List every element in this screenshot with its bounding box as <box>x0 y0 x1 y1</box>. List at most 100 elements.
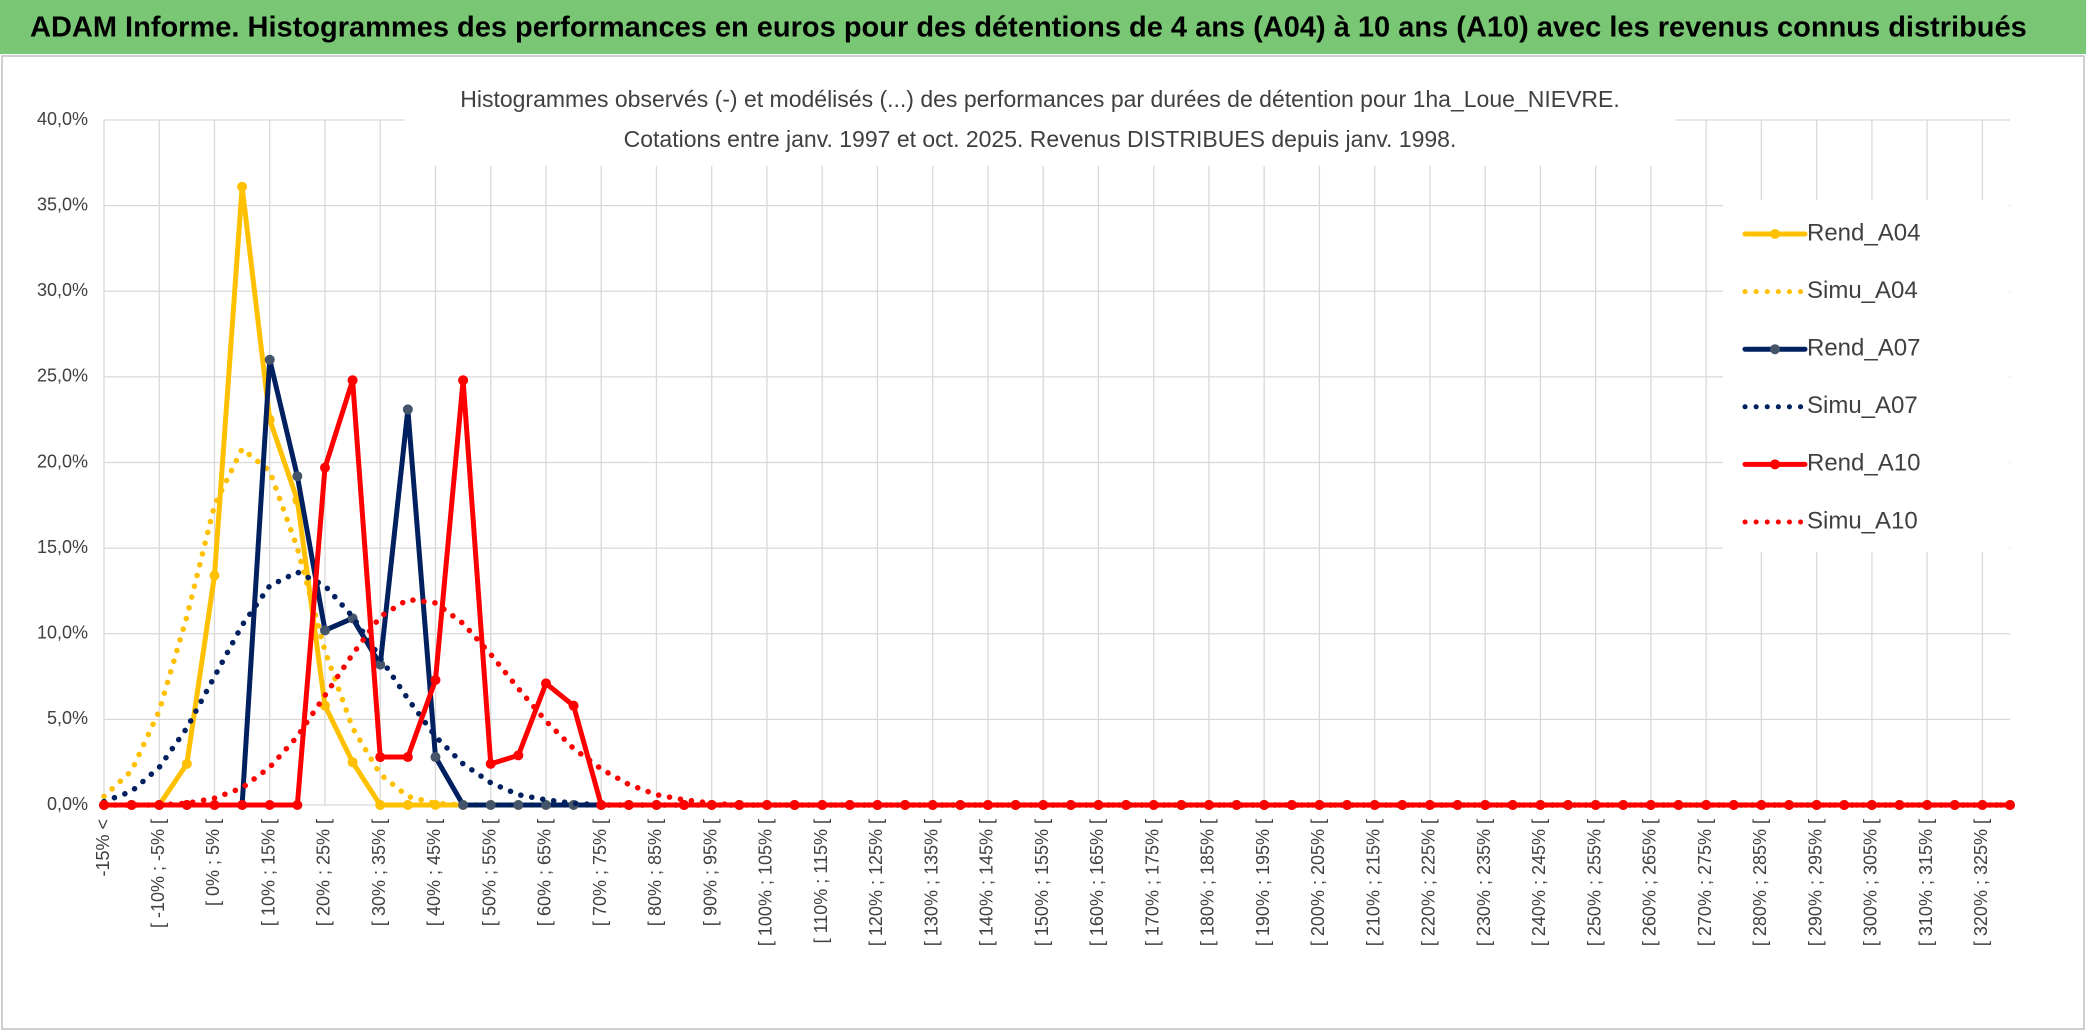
series-marker <box>181 758 192 769</box>
series-marker <box>181 800 192 810</box>
series-marker <box>513 800 524 810</box>
series-line <box>101 596 2013 808</box>
series-marker <box>292 471 303 482</box>
x-tick-label: [ 160% ; 165% [ <box>1087 819 1107 946</box>
series-marker <box>402 404 413 415</box>
series-marker <box>375 659 386 670</box>
series-marker <box>651 800 662 810</box>
x-tick-label: [ 40% ; 45% [ <box>424 819 444 926</box>
x-tick-label: -15% < <box>93 819 113 877</box>
chart-border <box>1 55 2085 1030</box>
x-tick-label: [ 110% ; 115% [ <box>811 819 831 943</box>
x-tick-label: [ 180% ; 185% [ <box>1198 819 1218 946</box>
x-tick-label: [ 150% ; 155% [ <box>1032 819 1052 946</box>
series-marker <box>1535 800 1546 810</box>
legend-background <box>1723 200 2009 552</box>
series-marker <box>237 800 248 810</box>
series-marker <box>596 800 607 810</box>
x-tick-label: [ 70% ; 75% [ <box>590 819 610 926</box>
x-tick-label: [ 300% ; 305% [ <box>1861 819 1881 946</box>
series-marker <box>126 800 137 810</box>
series-marker <box>2005 800 2015 810</box>
series-marker <box>540 800 551 810</box>
series-marker <box>237 181 248 192</box>
x-tick-label: [ 230% ; 235% [ <box>1474 819 1494 946</box>
x-tick-label: [ 50% ; 55% [ <box>479 819 499 926</box>
header-title: ADAM Informe. Histogrammes des performan… <box>30 12 2027 44</box>
series-marker <box>1259 800 1270 810</box>
legend-label: Simu_A07 <box>1807 392 1918 419</box>
x-tick-label: [ 250% ; 255% [ <box>1584 819 1604 946</box>
x-tick-label: [ 220% ; 225% [ <box>1419 819 1439 946</box>
series-marker <box>1645 800 1656 810</box>
x-tick-label: [ 210% ; 215% [ <box>1363 819 1383 946</box>
series-marker <box>1756 800 1767 810</box>
legend-label: Simu_A04 <box>1807 277 1918 304</box>
x-tick-label: [ 200% ; 205% [ <box>1308 819 1328 946</box>
legend-label: Rend_A10 <box>1807 450 1920 477</box>
series-marker <box>623 800 634 810</box>
legend-label: Rend_A04 <box>1807 219 1920 246</box>
x-tick-label: [ 90% ; 95% [ <box>700 819 720 926</box>
y-tick-label: 0,0% <box>47 794 88 814</box>
x-tick-label: [ 120% ; 125% [ <box>866 819 886 946</box>
series-marker <box>513 750 524 761</box>
x-tick-label: [ 310% ; 315% [ <box>1916 819 1936 946</box>
y-tick-label: 15,0% <box>37 537 88 557</box>
series-marker <box>430 752 441 763</box>
series-marker <box>1922 800 1933 810</box>
series-marker <box>1701 800 1712 810</box>
series-marker <box>430 674 441 685</box>
series-marker <box>209 800 220 810</box>
x-tick-label: [ -10% ; -5% [ <box>148 819 168 928</box>
y-tick-label: 25,0% <box>37 366 88 386</box>
y-tick-label: 20,0% <box>37 451 88 471</box>
x-tick-label: [ 80% ; 85% [ <box>645 819 665 926</box>
series-marker <box>292 800 303 810</box>
x-tick-label: [ 190% ; 195% [ <box>1253 819 1273 946</box>
series-marker <box>568 700 579 711</box>
title-background <box>405 80 1675 166</box>
y-tick-label: 40,0% <box>37 109 88 129</box>
series-marker <box>1148 800 1159 810</box>
legend-marker <box>1770 229 1780 239</box>
series-marker <box>1369 800 1380 810</box>
x-tick-label: [ 0% ; 5% [ <box>203 819 223 906</box>
legend-label: Simu_A10 <box>1807 507 1918 534</box>
header-bar <box>0 0 2086 54</box>
series-marker <box>209 570 220 581</box>
series-marker <box>458 800 469 810</box>
x-tick-label: [ 100% ; 105% [ <box>756 819 776 946</box>
x-tick-label: [ 60% ; 65% [ <box>535 819 555 926</box>
x-tick-label: [ 30% ; 35% [ <box>369 819 389 926</box>
legend-marker <box>1770 344 1780 355</box>
series-marker <box>1866 800 1877 810</box>
series-marker <box>402 752 413 763</box>
series-marker <box>1424 800 1435 810</box>
chart-title: Histogrammes observés (-) et modélisés (… <box>460 86 1620 112</box>
series-marker <box>1590 800 1601 810</box>
series-marker <box>1314 800 1325 810</box>
x-tick-label: [ 280% ; 285% [ <box>1750 819 1770 946</box>
series-marker <box>264 800 275 810</box>
x-tick-label: [ 170% ; 175% [ <box>1142 819 1162 946</box>
series-marker <box>1811 800 1822 810</box>
x-tick-label: [ 290% ; 295% [ <box>1805 819 1825 946</box>
series-marker <box>319 700 330 711</box>
x-tick-label: [ 320% ; 325% [ <box>1971 819 1991 946</box>
x-tick-label: [ 260% ; 265% [ <box>1640 819 1660 946</box>
legend-marker <box>1770 459 1780 470</box>
y-tick-label: 30,0% <box>37 280 88 300</box>
x-tick-label: [ 130% ; 135% [ <box>921 819 941 946</box>
y-tick-label: 35,0% <box>37 194 88 214</box>
chart-subtitle: Cotations entre janv. 1997 et oct. 2025.… <box>624 126 1457 152</box>
x-tick-label: [ 10% ; 15% [ <box>258 819 278 926</box>
series-marker <box>375 800 386 810</box>
series-marker <box>319 625 330 636</box>
series-marker <box>458 375 469 386</box>
series-marker <box>485 758 496 769</box>
x-tick-label: [ 240% ; 245% [ <box>1529 819 1549 946</box>
x-tick-label: [ 140% ; 145% [ <box>977 819 997 946</box>
